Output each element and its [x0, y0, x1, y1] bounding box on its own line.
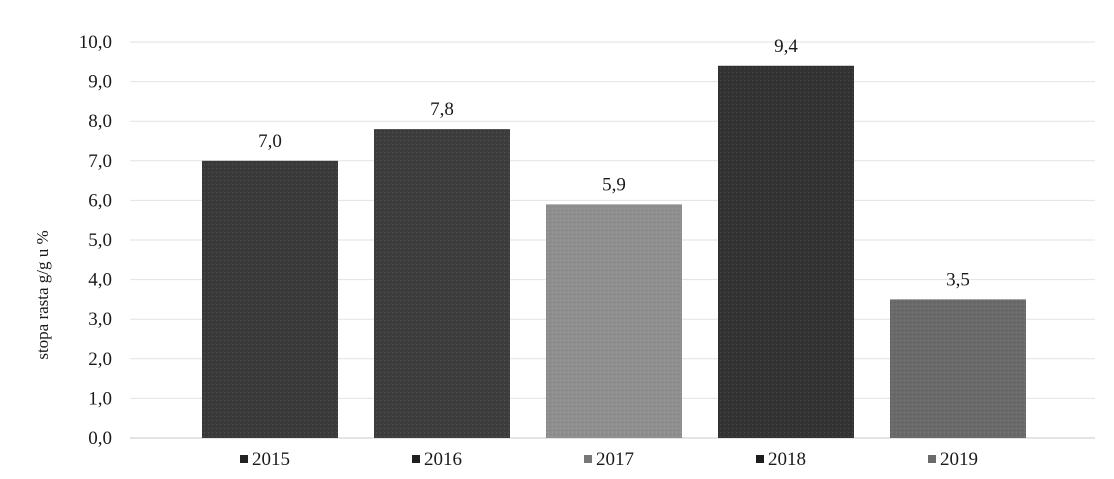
y-tick-label: 1,0 [88, 388, 112, 409]
legend-marker-2019 [928, 455, 936, 463]
category-label-2017: 2017 [596, 449, 634, 470]
category-label-2019: 2019 [940, 449, 978, 470]
y-axis-ticks: 0,0 1,0 2,0 3,0 4,0 5,0 6,0 7,0 8,0 9,0 10,0 [79, 32, 112, 449]
bar-texture-2015 [202, 160, 338, 439]
legend-marker-2018 [756, 455, 764, 463]
legend-marker-2015 [240, 455, 248, 463]
bar-texture-2019 [890, 299, 1026, 438]
data-label-2019: 3,5 [946, 269, 970, 290]
y-tick-label: 0,0 [88, 428, 112, 449]
bar-texture-2017 [546, 204, 682, 438]
y-tick-label: 9,0 [88, 72, 112, 93]
data-label-2017: 5,9 [602, 174, 626, 195]
data-label-2015: 7,0 [258, 131, 282, 152]
data-label-2018: 9,4 [774, 36, 798, 57]
category-label-2016: 2016 [424, 449, 462, 470]
y-tick-label: 4,0 [88, 270, 112, 291]
category-label-2015: 2015 [252, 449, 290, 470]
legend: 2015 2016 2017 2018 2019 [240, 449, 978, 470]
y-tick-label: 5,0 [88, 230, 112, 251]
y-tick-label: 10,0 [79, 32, 112, 53]
y-tick-label: 6,0 [88, 190, 112, 211]
bar-texture-2016 [374, 129, 510, 438]
y-axis-title: stopa rasta g/g u % [33, 230, 52, 359]
data-labels: 7,0 7,8 5,9 9,4 3,5 [258, 36, 970, 291]
y-tick-label: 2,0 [88, 349, 112, 370]
category-label-2018: 2018 [768, 449, 806, 470]
y-tick-label: 7,0 [88, 151, 112, 172]
y-tick-label: 8,0 [88, 111, 112, 132]
legend-marker-2017 [584, 455, 592, 463]
legend-marker-2016 [412, 455, 420, 463]
bars [202, 65, 1026, 439]
y-tick-label: 3,0 [88, 309, 112, 330]
data-label-2016: 7,8 [430, 99, 454, 120]
bar-texture-2018 [718, 65, 854, 438]
